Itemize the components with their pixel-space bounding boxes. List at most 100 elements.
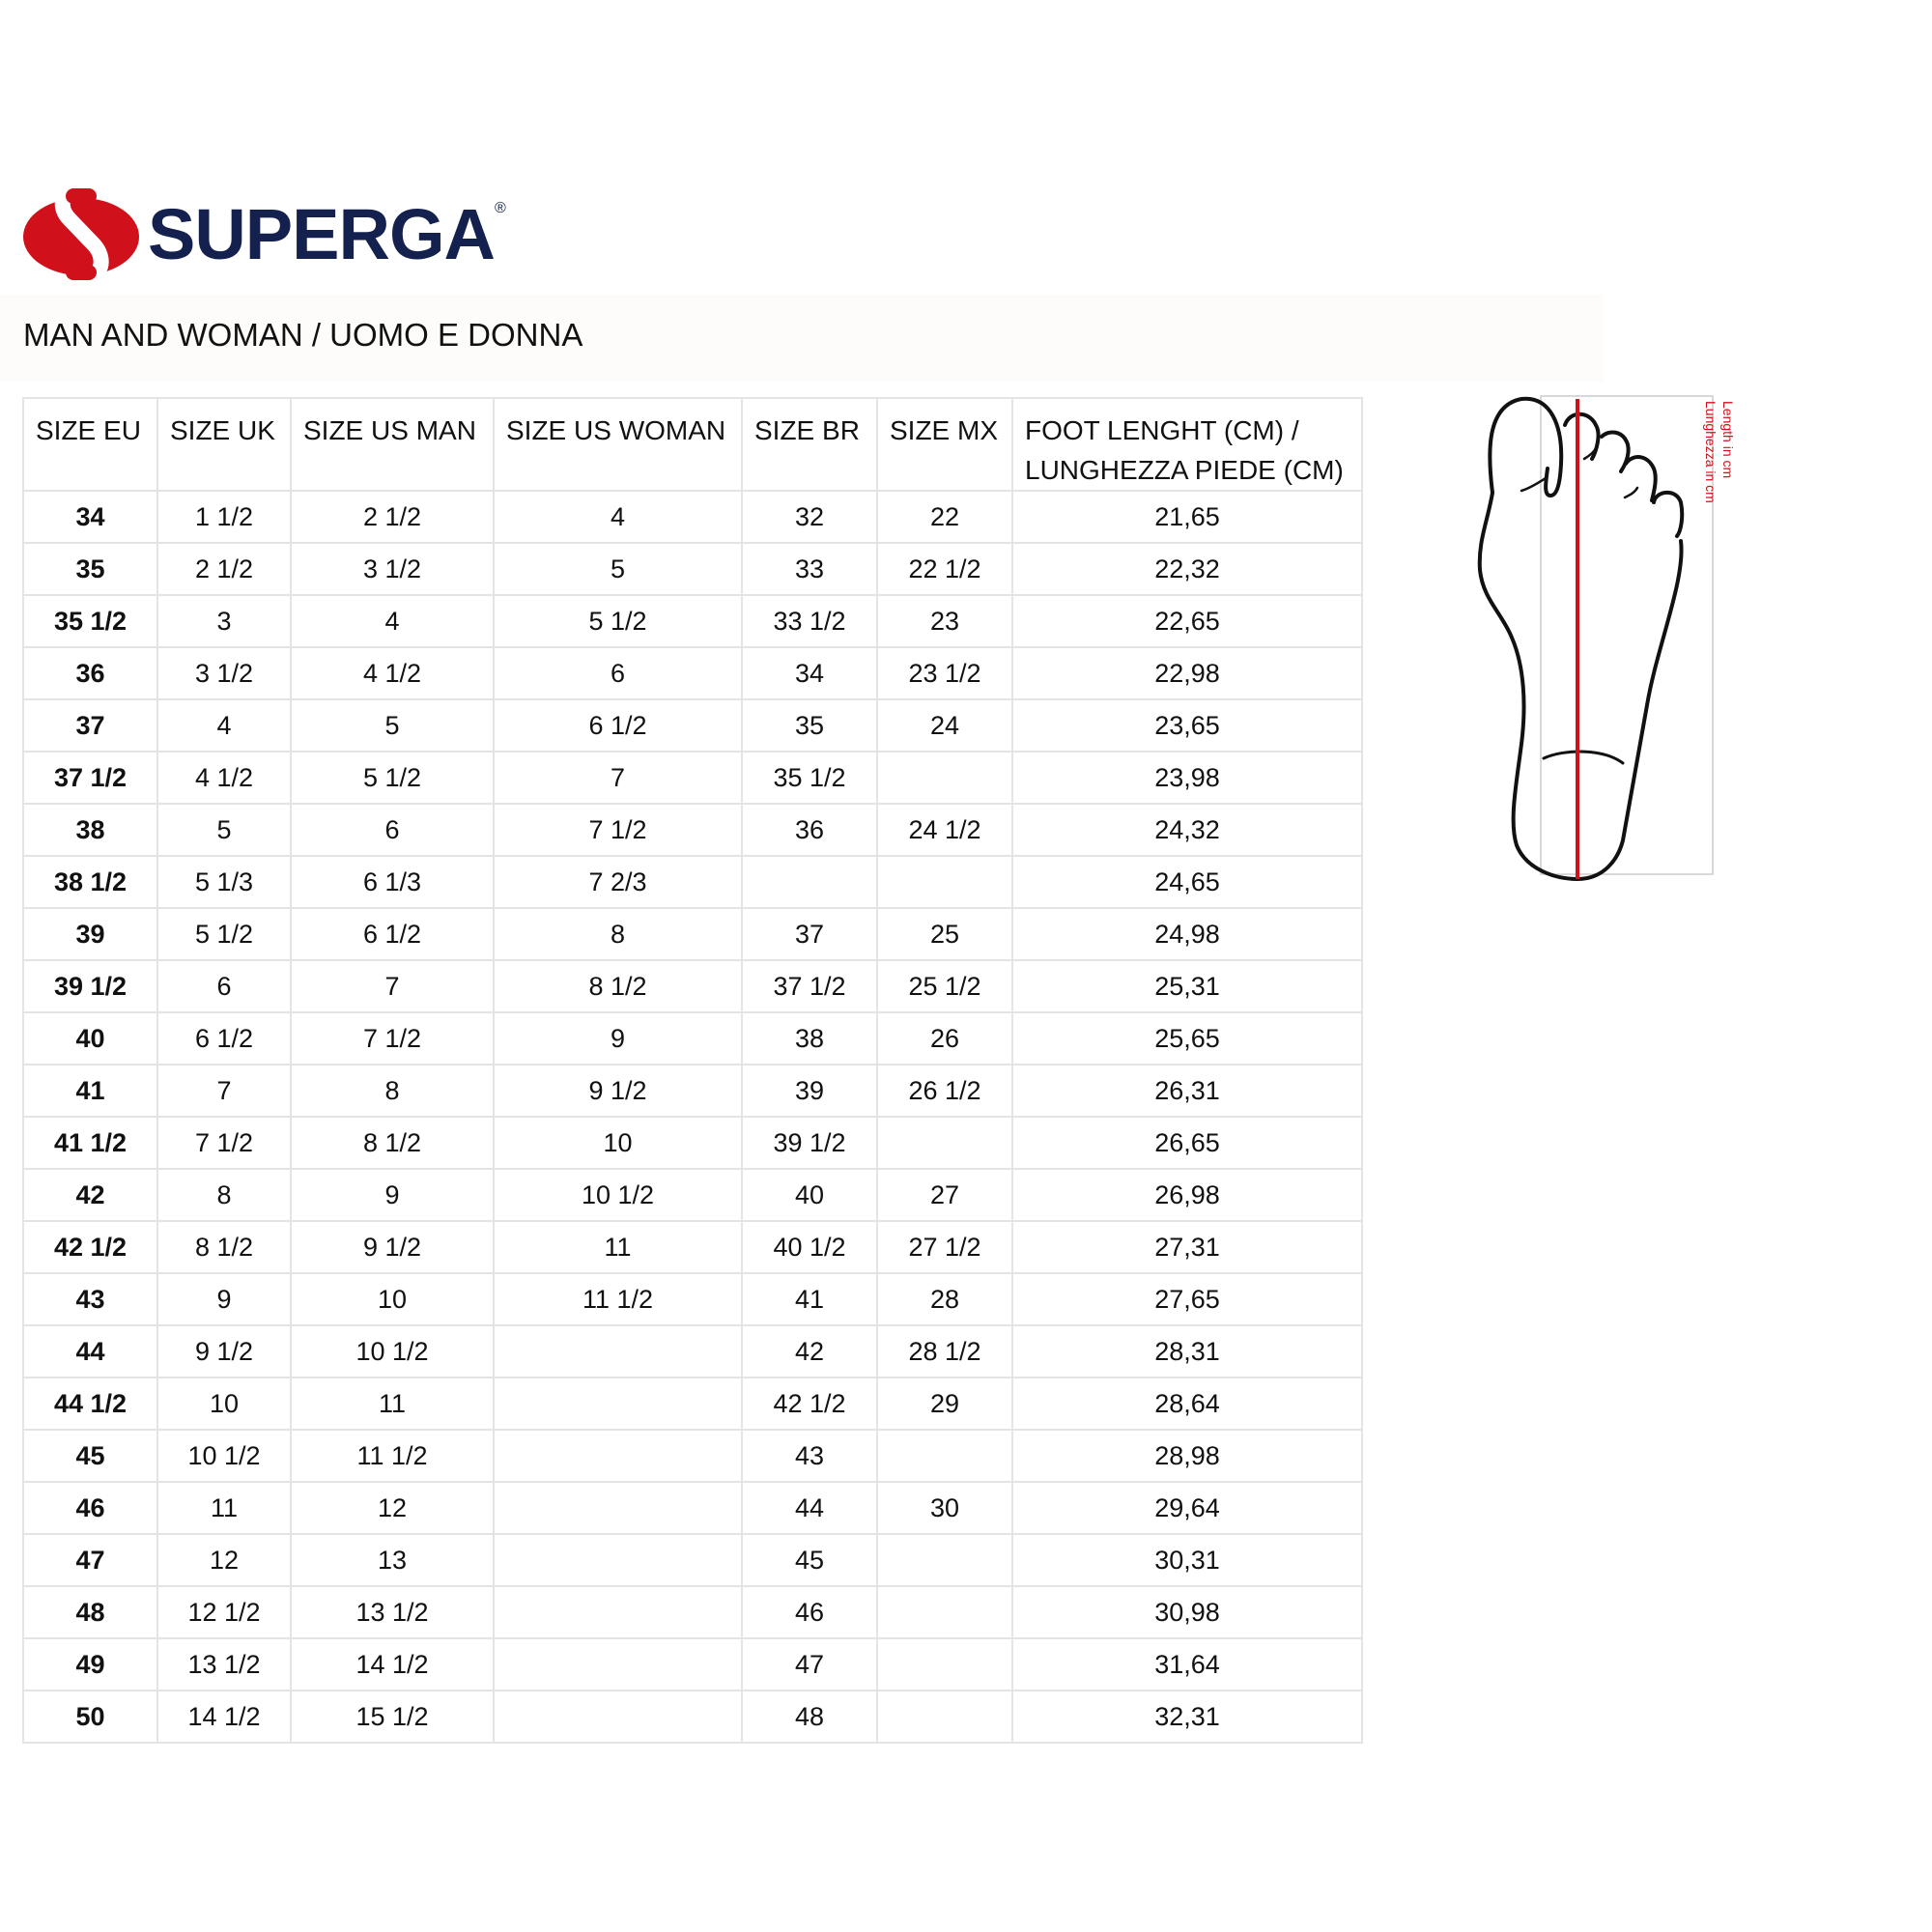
cell-size-us-man: 3 1/2 — [290, 542, 495, 596]
cell-foot-length: 23,65 — [1011, 698, 1363, 753]
cell-size-uk: 5 — [156, 803, 292, 857]
table-row: 42 8 9 10 1/2 40 27 26,98 — [22, 1168, 1363, 1222]
cell-size-mx: 27 1/2 — [876, 1220, 1013, 1274]
cell-size-us-man: 9 1/2 — [290, 1220, 495, 1274]
header-foot-length-it: LUNGHEZZA PIEDE (CM) — [1025, 455, 1344, 485]
cell-size-uk: 2 1/2 — [156, 542, 292, 596]
cell-size-mx: 24 — [876, 698, 1013, 753]
page-title: MAN AND WOMAN / UOMO E DONNA — [23, 317, 583, 353]
brand-name: SUPERGA — [148, 193, 496, 274]
cell-size-us-woman — [493, 1637, 743, 1691]
table-row: 48 12 1/2 13 1/2 46 30,98 — [22, 1585, 1363, 1639]
table-row: 39 1/2 6 7 8 1/2 37 1/2 25 1/2 25,31 — [22, 959, 1363, 1013]
cell-size-us-man: 5 1/2 — [290, 751, 495, 805]
cell-size-us-woman: 4 — [493, 490, 743, 544]
cell-size-mx: 27 — [876, 1168, 1013, 1222]
cell-foot-length: 26,65 — [1011, 1116, 1363, 1170]
cell-size-uk: 12 1/2 — [156, 1585, 292, 1639]
cell-size-mx — [876, 1690, 1013, 1744]
cell-size-br: 40 — [741, 1168, 878, 1222]
header-row: SIZE EU SIZE UK SIZE US MAN SIZE US WOMA… — [22, 397, 1363, 492]
cell-size-eu: 42 1/2 — [22, 1220, 158, 1274]
cell-size-uk: 7 1/2 — [156, 1116, 292, 1170]
table-row: 39 5 1/2 6 1/2 8 37 25 24,98 — [22, 907, 1363, 961]
header-size-br: SIZE BR — [741, 397, 878, 492]
cell-size-us-man: 6 — [290, 803, 495, 857]
header-size-us-woman: SIZE US WOMAN — [493, 397, 743, 492]
cell-size-us-woman: 10 — [493, 1116, 743, 1170]
cell-foot-length: 23,98 — [1011, 751, 1363, 805]
cell-size-uk: 4 1/2 — [156, 751, 292, 805]
cell-foot-length: 21,65 — [1011, 490, 1363, 544]
cell-size-mx: 28 1/2 — [876, 1324, 1013, 1378]
table-row: 47 12 13 45 30,31 — [22, 1533, 1363, 1587]
cell-foot-length: 26,31 — [1011, 1064, 1363, 1118]
table-row: 45 10 1/2 11 1/2 43 28,98 — [22, 1429, 1363, 1483]
cell-foot-length: 22,98 — [1011, 646, 1363, 700]
cell-foot-length: 28,98 — [1011, 1429, 1363, 1483]
cell-size-br: 47 — [741, 1637, 878, 1691]
cell-size-uk: 8 1/2 — [156, 1220, 292, 1274]
cell-size-us-woman: 9 1/2 — [493, 1064, 743, 1118]
cell-size-uk: 7 — [156, 1064, 292, 1118]
header-foot-length-en: FOOT LENGHT (CM) / — [1025, 415, 1299, 445]
cell-foot-length: 29,64 — [1011, 1481, 1363, 1535]
cell-size-eu: 35 — [22, 542, 158, 596]
cell-size-mx: 26 — [876, 1011, 1013, 1065]
cell-size-us-woman: 7 1/2 — [493, 803, 743, 857]
cell-size-eu: 49 — [22, 1637, 158, 1691]
cell-size-us-man: 7 — [290, 959, 495, 1013]
table-row: 44 9 1/2 10 1/2 42 28 1/2 28,31 — [22, 1324, 1363, 1378]
cell-size-mx: 22 1/2 — [876, 542, 1013, 596]
cell-size-uk: 4 — [156, 698, 292, 753]
table-row: 34 1 1/2 2 1/2 4 32 22 21,65 — [22, 490, 1363, 544]
cell-size-us-man: 13 — [290, 1533, 495, 1587]
cell-size-us-woman — [493, 1690, 743, 1744]
cell-size-mx: 25 1/2 — [876, 959, 1013, 1013]
cell-size-eu: 50 — [22, 1690, 158, 1744]
cell-size-us-man: 5 — [290, 698, 495, 753]
cell-size-mx — [876, 1533, 1013, 1587]
foot-outline-icon — [1477, 396, 1685, 882]
header-foot-length: FOOT LENGHT (CM) / LUNGHEZZA PIEDE (CM) — [1011, 397, 1363, 492]
cell-size-eu: 40 — [22, 1011, 158, 1065]
cell-size-mx — [876, 1116, 1013, 1170]
cell-size-br: 35 — [741, 698, 878, 753]
cell-size-us-woman: 10 1/2 — [493, 1168, 743, 1222]
cell-size-us-woman: 8 1/2 — [493, 959, 743, 1013]
cell-size-us-man: 10 — [290, 1272, 495, 1326]
cell-size-us-woman — [493, 1324, 743, 1378]
table-row: 38 1/2 5 1/3 6 1/3 7 2/3 24,65 — [22, 855, 1363, 909]
header-size-mx: SIZE MX — [876, 397, 1013, 492]
cell-size-mx — [876, 1585, 1013, 1639]
table-row: 46 11 12 44 30 29,64 — [22, 1481, 1363, 1535]
table-row: 43 9 10 11 1/2 41 28 27,65 — [22, 1272, 1363, 1326]
title-band — [0, 295, 1604, 382]
cell-size-us-man: 14 1/2 — [290, 1637, 495, 1691]
table-row: 49 13 1/2 14 1/2 47 31,64 — [22, 1637, 1363, 1691]
cell-size-br: 33 1/2 — [741, 594, 878, 648]
cell-size-br: 37 — [741, 907, 878, 961]
cell-size-eu: 41 1/2 — [22, 1116, 158, 1170]
cell-size-us-woman — [493, 1377, 743, 1431]
cell-size-br: 35 1/2 — [741, 751, 878, 805]
cell-size-us-woman: 5 1/2 — [493, 594, 743, 648]
registered-mark: ® — [494, 200, 506, 216]
cell-size-mx: 26 1/2 — [876, 1064, 1013, 1118]
cell-size-us-woman: 7 — [493, 751, 743, 805]
cell-size-us-man: 4 1/2 — [290, 646, 495, 700]
cell-size-uk: 11 — [156, 1481, 292, 1535]
cell-size-us-man: 10 1/2 — [290, 1324, 495, 1378]
cell-size-eu: 36 — [22, 646, 158, 700]
size-chart-table: SIZE EU SIZE UK SIZE US MAN SIZE US WOMA… — [22, 397, 1363, 1744]
cell-size-eu: 48 — [22, 1585, 158, 1639]
table-row: 41 1/2 7 1/2 8 1/2 10 39 1/2 26,65 — [22, 1116, 1363, 1170]
cell-size-eu: 39 — [22, 907, 158, 961]
cell-size-uk: 12 — [156, 1533, 292, 1587]
cell-size-us-man: 9 — [290, 1168, 495, 1222]
cell-size-uk: 5 1/2 — [156, 907, 292, 961]
cell-size-us-man: 2 1/2 — [290, 490, 495, 544]
cell-size-br: 33 — [741, 542, 878, 596]
cell-size-us-woman — [493, 1533, 743, 1587]
superga-logo: SUPERGA ® — [21, 188, 506, 280]
